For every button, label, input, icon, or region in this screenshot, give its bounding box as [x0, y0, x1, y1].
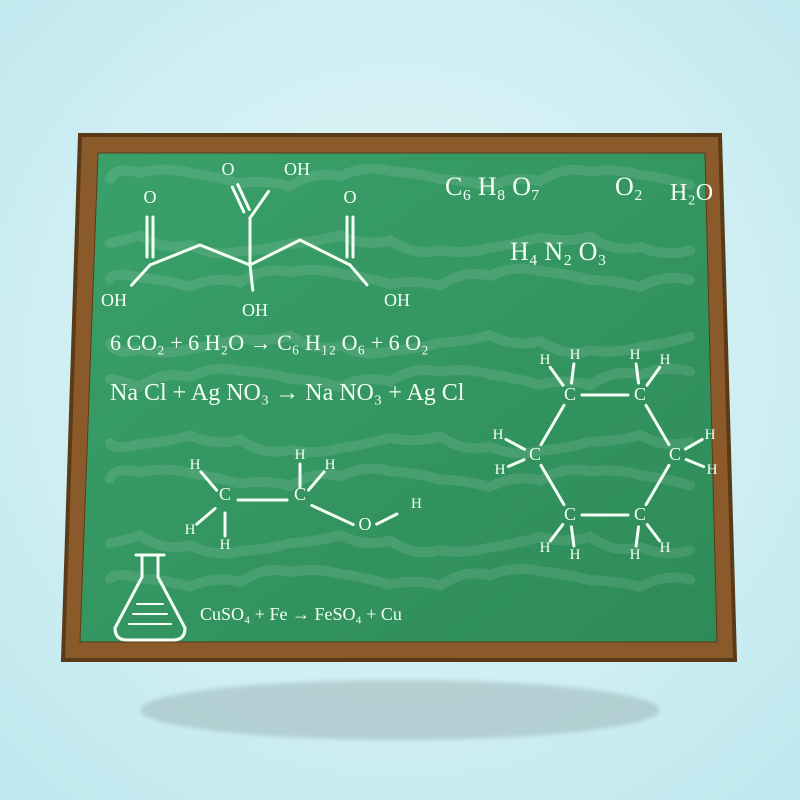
svg-text:H: H [570, 547, 581, 563]
svg-text:C: C [564, 504, 576, 524]
svg-text:H: H [493, 427, 504, 443]
svg-text:O: O [359, 514, 372, 534]
chemistry-chalkboard-illustration: C₆ H₈ O₇ O₂ H₂O H₄ N₂ O₃ OOHOOHOHOOH 6 C… [0, 0, 800, 800]
svg-text:C: C [529, 444, 541, 464]
svg-text:O: O [222, 159, 235, 179]
svg-text:H: H [540, 540, 551, 556]
svg-text:H: H [495, 462, 506, 478]
svg-text:H: H [570, 347, 581, 363]
svg-text:H: H [540, 352, 551, 368]
svg-text:C: C [669, 444, 681, 464]
svg-text:C: C [634, 384, 646, 404]
svg-text:O: O [144, 187, 157, 207]
svg-text:H: H [325, 457, 336, 473]
svg-text:H: H [660, 540, 671, 556]
svg-text:H: H [411, 496, 422, 512]
svg-text:C: C [564, 384, 576, 404]
chalkboard-svg: C₆ H₈ O₇ O₂ H₂O H₄ N₂ O₃ OOHOOHOHOOH 6 C… [0, 0, 800, 800]
svg-text:H: H [185, 522, 196, 538]
svg-text:OH: OH [284, 159, 310, 179]
svg-text:C: C [219, 484, 231, 504]
svg-text:C: C [634, 504, 646, 524]
svg-text:H: H [190, 457, 201, 473]
formula-o2: O₂ [615, 172, 643, 201]
svg-text:OH: OH [384, 290, 410, 310]
svg-text:H: H [630, 547, 641, 563]
equation-photosynthesis: 6 CO₂ + 6 H₂O → C₆ H₁₂ O₆ + 6 O₂ [110, 330, 429, 355]
svg-text:H: H [630, 347, 641, 363]
svg-text:OH: OH [242, 300, 268, 320]
svg-text:H: H [707, 462, 718, 478]
svg-text:H: H [295, 447, 306, 463]
svg-text:OH: OH [101, 290, 127, 310]
svg-text:H: H [660, 352, 671, 368]
svg-text:H: H [220, 537, 231, 553]
formula-c6h8o7: C₆ H₈ O₇ [445, 172, 540, 201]
equation-silver-chloride: Na Cl + Ag NO₃ → Na NO₃ + Ag Cl [110, 380, 465, 406]
svg-text:H: H [705, 427, 716, 443]
svg-text:O: O [344, 187, 357, 207]
formula-h4n2o3: H₄ N₂ O₃ [510, 237, 607, 266]
formula-h2o: H₂O [670, 180, 713, 206]
board-shadow [140, 680, 660, 740]
equation-iron-copper: CuSO₄ + Fe → FeSO₄ + Cu [200, 604, 402, 624]
